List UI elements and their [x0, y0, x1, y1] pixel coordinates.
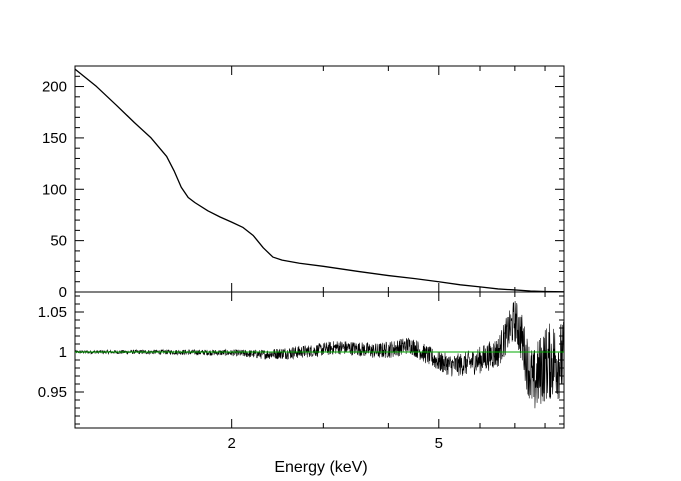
x-tick-label: 2 [228, 435, 236, 452]
top-y-tick-label: 200 [42, 79, 67, 96]
spectrum-line [74, 68, 565, 293]
top-plot-frame [74, 65, 565, 293]
top-y-tick-label: 0 [59, 284, 67, 301]
top-panel-spectrum: 0 50 100 150 200 [42, 65, 565, 301]
ratio-residual-trace [75, 300, 564, 409]
bottom-panel-ratio: 2 5 0.95 1 1.05 [38, 291, 565, 452]
bottom-y-tick-label: 0.95 [38, 384, 67, 401]
top-y-tick-label: 50 [50, 233, 67, 250]
bottom-y-tick-label: 1 [59, 344, 67, 361]
bottom-y-tick-label: 1.05 [38, 304, 67, 321]
x-tick-label: 5 [435, 435, 443, 452]
top-y-tick-label: 100 [42, 181, 67, 198]
x-axis-title: Energy (keV) [274, 459, 367, 476]
top-y-tick-label: 150 [42, 130, 67, 147]
